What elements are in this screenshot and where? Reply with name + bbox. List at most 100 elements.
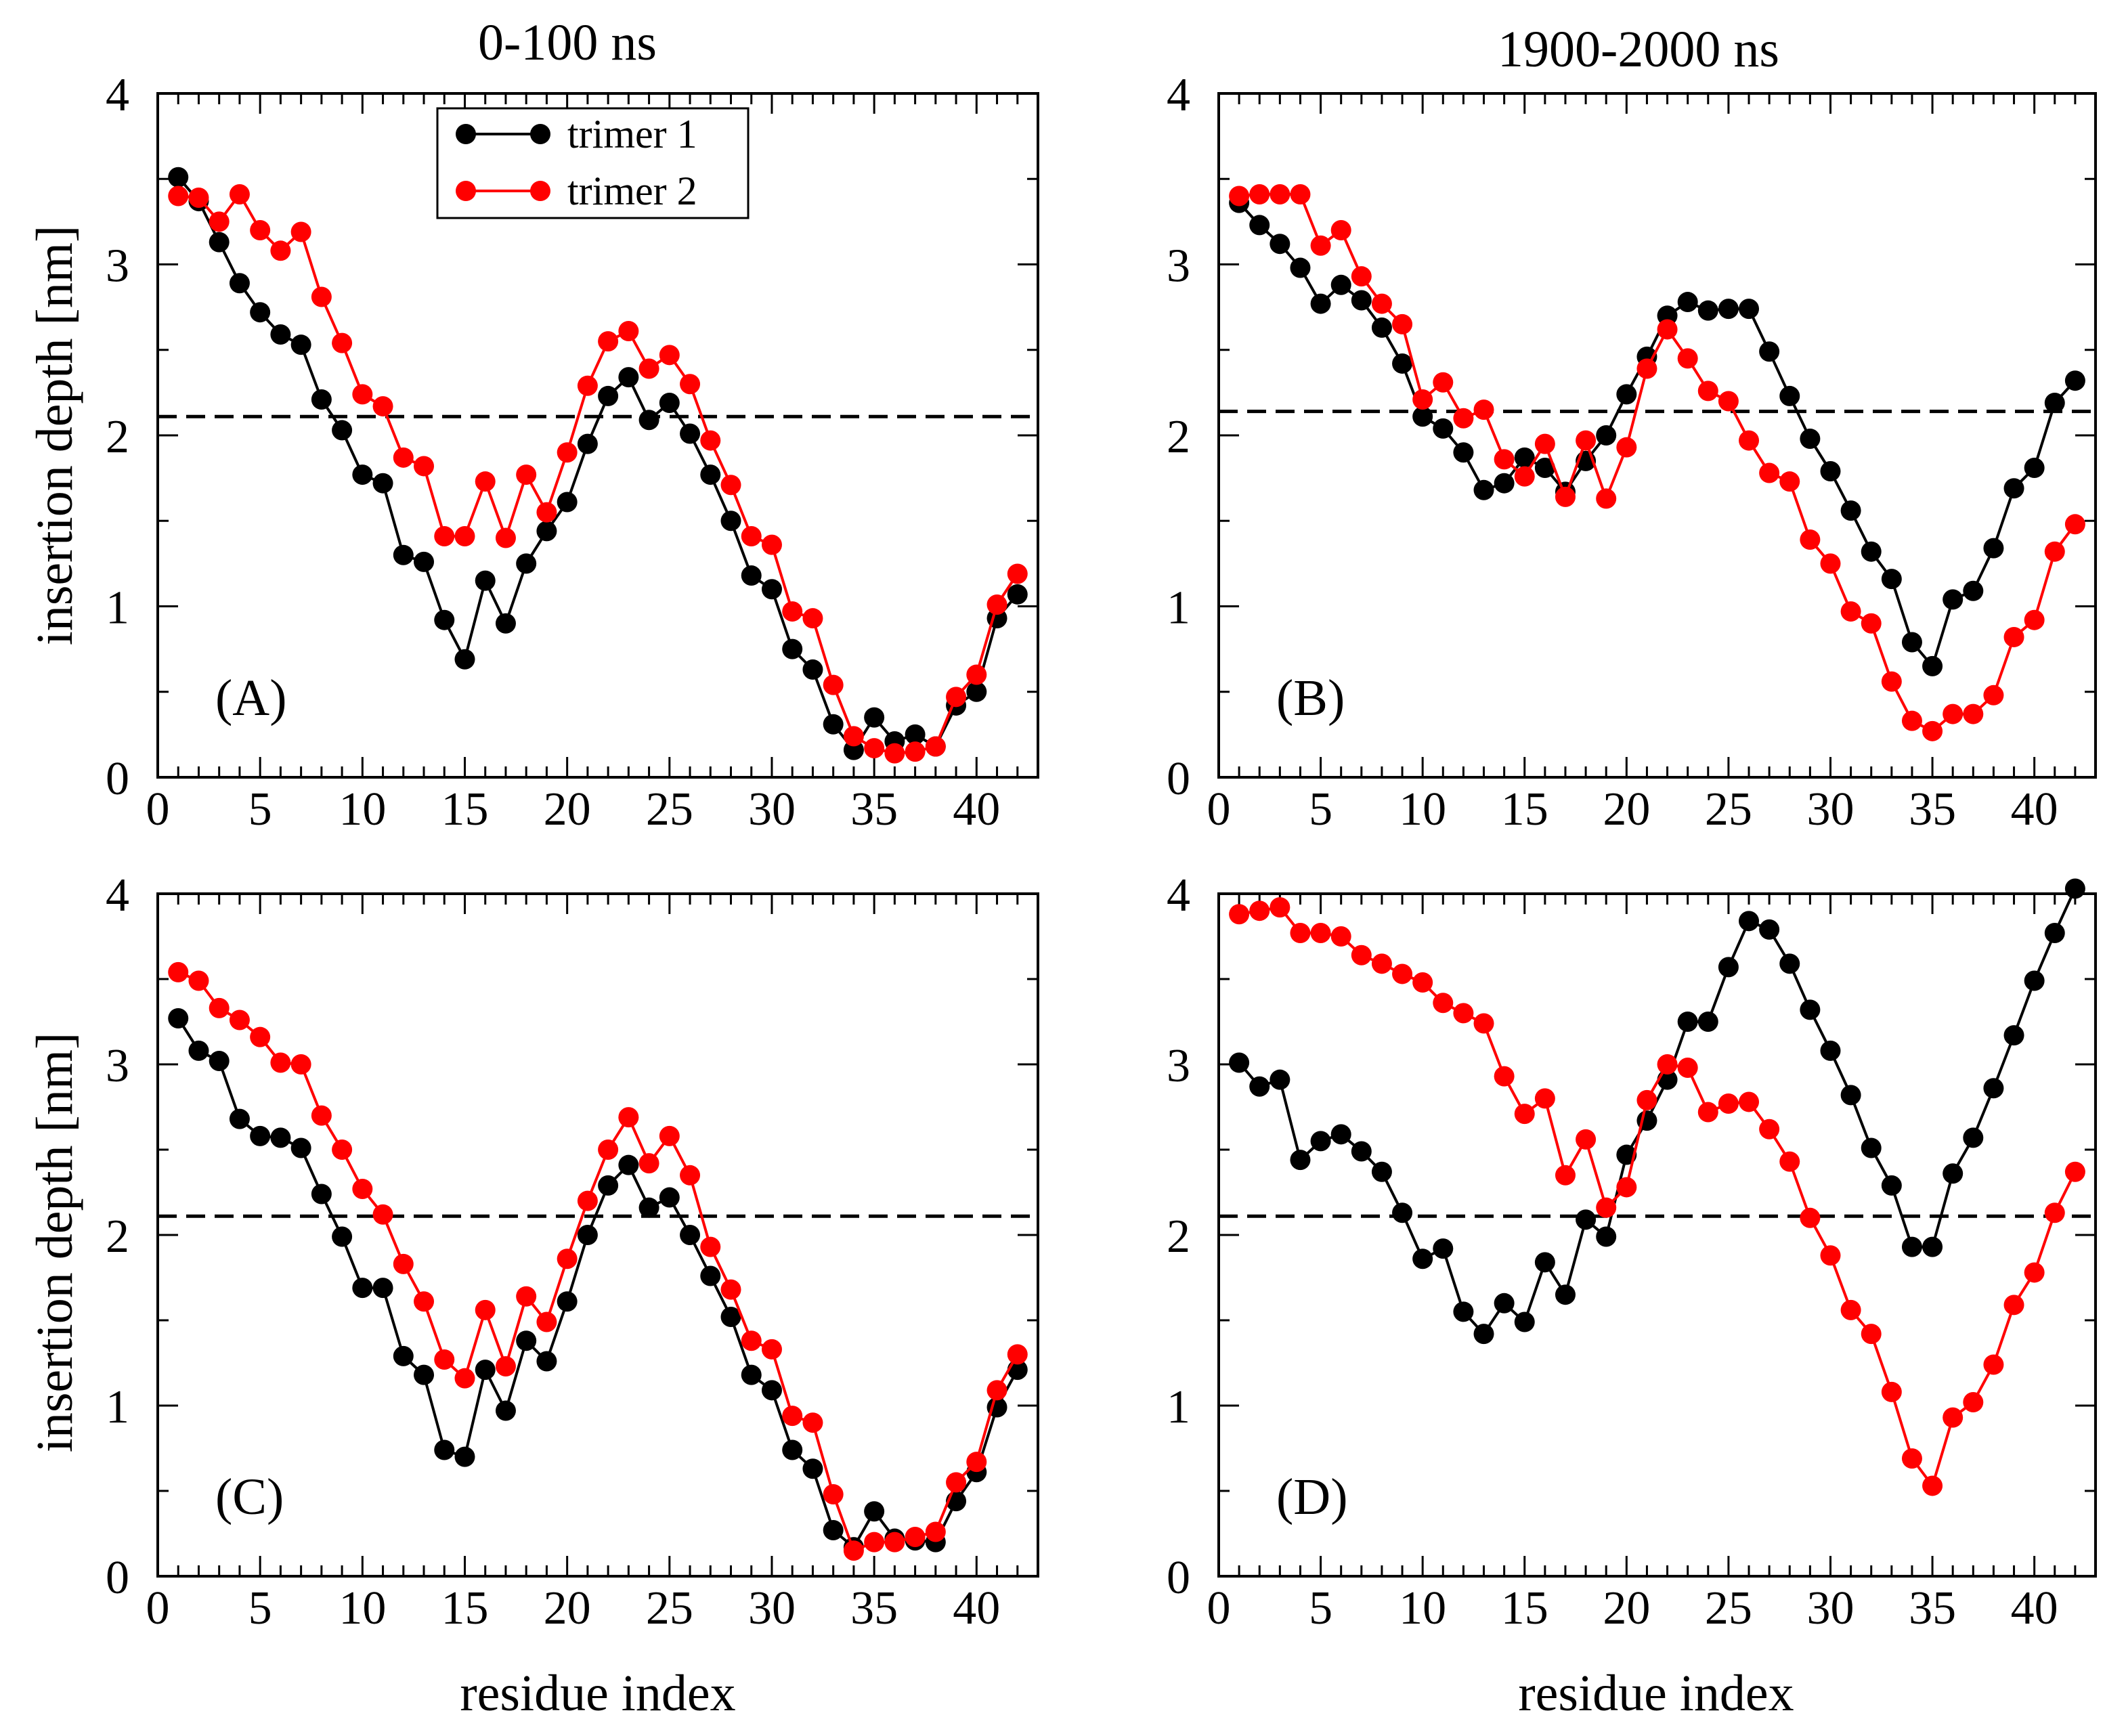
series-trimer-1-point xyxy=(1412,406,1433,427)
series-trimer-2-point xyxy=(1270,897,1290,918)
series-trimer-2-point xyxy=(1616,437,1637,458)
series-trimer-2-point xyxy=(1412,972,1433,993)
series-trimer-2-point xyxy=(393,1253,414,1274)
series-trimer-2-point xyxy=(414,456,435,477)
y-tick-label: 0 xyxy=(1167,753,1190,805)
series-trimer-2-point xyxy=(598,331,619,352)
series-trimer-1-point xyxy=(270,1127,291,1148)
series-trimer-2-point xyxy=(986,1380,1007,1401)
y-tick-label: 0 xyxy=(1167,1552,1190,1604)
series-trimer-2-point xyxy=(823,1484,844,1505)
x-tick-label: 0 xyxy=(1207,783,1231,836)
series-trimer-1-point xyxy=(1739,299,1760,320)
series-trimer-1-point xyxy=(1718,299,1739,320)
series-trimer-2-point xyxy=(1229,186,1250,207)
series-trimer-1-point xyxy=(250,1125,271,1146)
series-trimer-1-point xyxy=(250,302,271,323)
series-trimer-1-point xyxy=(700,1265,721,1286)
series-trimer-2-point xyxy=(1922,720,1943,741)
series-trimer-2-point xyxy=(1739,430,1760,451)
series-trimer-2-point xyxy=(1392,963,1413,984)
legend-label: trimer 1 xyxy=(567,112,697,156)
series-trimer-1-point xyxy=(1983,1078,2004,1099)
series-trimer-1-point xyxy=(1840,1085,1861,1106)
x-tick-label: 25 xyxy=(1705,783,1752,836)
series-trimer-2-point xyxy=(1473,399,1494,420)
series-trimer-1-point xyxy=(1514,447,1535,468)
series-trimer-2-point xyxy=(454,525,475,546)
series-trimer-2-point xyxy=(680,1165,701,1186)
series-trimer-1-point xyxy=(2044,393,2065,414)
series-trimer-2-point xyxy=(1983,1354,2004,1375)
x-tick-label: 35 xyxy=(1909,1582,1956,1634)
series-trimer-1-point xyxy=(311,389,332,410)
series-trimer-1-point xyxy=(720,511,741,531)
series-trimer-2-point xyxy=(1249,900,1270,921)
series-trimer-2-point xyxy=(843,726,864,747)
series-trimer-1-point xyxy=(1351,1141,1372,1162)
series-trimer-2-point xyxy=(434,1349,455,1370)
series-trimer-2-point xyxy=(229,1010,250,1030)
series-trimer-1-point xyxy=(1249,215,1270,236)
series-trimer-2-point xyxy=(332,1140,353,1160)
series-trimer-2-point xyxy=(1963,1391,1984,1412)
series-trimer-2-point xyxy=(352,384,373,405)
series-trimer-2-point xyxy=(1371,293,1392,314)
series-trimer-1-point xyxy=(741,565,762,586)
series-trimer-2-point xyxy=(290,1054,311,1075)
series-trimer-1-point xyxy=(1861,541,1882,562)
x-tick-label: 10 xyxy=(1399,783,1446,836)
series-trimer-2-point xyxy=(1433,372,1454,393)
series-trimer-1-point xyxy=(966,681,987,702)
series-trimer-1-point xyxy=(516,1330,537,1351)
legend-box xyxy=(436,107,750,219)
series-trimer-1-point xyxy=(905,724,926,745)
series-trimer-1-point xyxy=(1473,479,1494,500)
series-trimer-1-point xyxy=(1820,461,1841,482)
panel-label: (C) xyxy=(215,1469,284,1525)
series-trimer-2-point xyxy=(659,345,680,366)
series-trimer-1-point xyxy=(1596,1226,1617,1247)
series-trimer-2-point xyxy=(1453,1003,1474,1024)
panel-1: 0 5 10 15 20 25 30 35 40 0 1 2 3 4 (B) xyxy=(1167,69,2097,836)
series-trimer-1-point xyxy=(1922,1236,1943,1257)
series-trimer-2-point xyxy=(1555,486,1576,507)
series-trimer-2-point xyxy=(1657,1054,1678,1075)
series-trimer-2-point xyxy=(1494,449,1515,470)
series-trimer-2-point xyxy=(1596,1197,1617,1218)
series-trimer-2-point xyxy=(1943,1407,1964,1428)
series-trimer-1-point xyxy=(2003,478,2024,499)
series-trimer-1-point xyxy=(577,433,598,454)
x-tick-label: 10 xyxy=(339,783,386,836)
series-trimer-2-point xyxy=(1759,462,1780,483)
series-trimer-2-point xyxy=(2003,1295,2024,1316)
series-trimer-1-point xyxy=(618,367,639,388)
ylabel-bottom: insertion depth [nm] xyxy=(26,1033,83,1453)
series-trimer-1-line xyxy=(177,1017,1019,1550)
series-trimer-2-point xyxy=(598,1140,619,1160)
series-trimer-1-point xyxy=(1433,418,1454,439)
series-trimer-1-point xyxy=(1922,655,1943,676)
series-trimer-2-point xyxy=(1677,348,1698,369)
series-trimer-1-point xyxy=(454,649,475,670)
series-trimer-1-point xyxy=(1697,300,1718,321)
plot-frame xyxy=(1217,892,2097,1578)
series-trimer-2-point xyxy=(2064,1161,2085,1182)
series-trimer-1-point xyxy=(475,1360,496,1381)
x-tick-label: 30 xyxy=(748,1582,796,1634)
y-tick-label: 2 xyxy=(1167,411,1190,463)
series-trimer-2-point xyxy=(2064,514,2085,535)
series-trimer-2-point xyxy=(1494,1066,1515,1087)
series-trimer-1-point xyxy=(2044,922,2065,943)
series-trimer-1-point xyxy=(1433,1238,1454,1259)
series-trimer-1-point xyxy=(372,473,393,494)
series-trimer-1-point xyxy=(1800,999,1821,1020)
y-tick-label: 1 xyxy=(106,582,129,634)
ylabel-top: insertion depth [nm] xyxy=(26,225,83,646)
series-trimer-1-point xyxy=(638,410,659,431)
series-trimer-1-point xyxy=(864,707,885,728)
series-trimer-2-point xyxy=(1697,1102,1718,1123)
x-tick-label: 20 xyxy=(1603,783,1650,836)
y-tick-label: 2 xyxy=(1167,1211,1190,1263)
series-trimer-2-point xyxy=(495,527,516,548)
